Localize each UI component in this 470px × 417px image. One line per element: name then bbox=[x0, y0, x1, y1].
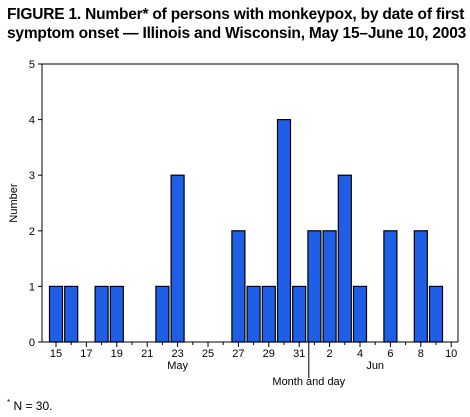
bar-may-27 bbox=[231, 230, 246, 343]
bar-may-22 bbox=[155, 285, 170, 343]
y-tick-label: 3 bbox=[29, 170, 35, 182]
bar-jun-3 bbox=[337, 174, 352, 343]
bar-may-28 bbox=[246, 285, 261, 343]
bar-jun-8 bbox=[413, 230, 428, 343]
x-tick-label: 27 bbox=[232, 348, 244, 360]
y-tick-label: 0 bbox=[29, 337, 35, 349]
x-tick-label: 23 bbox=[171, 348, 183, 360]
footnote-marker: * bbox=[7, 398, 11, 407]
x-tick-label: 17 bbox=[80, 348, 92, 360]
y-tick-label: 2 bbox=[29, 226, 35, 238]
bar-jun-1 bbox=[307, 230, 322, 343]
bar-may-29 bbox=[261, 285, 276, 343]
chart-title-line-2: symptom onset — Illinois and Wisconsin, … bbox=[7, 25, 467, 42]
bar-jun-6 bbox=[383, 230, 398, 343]
bar-may-19 bbox=[109, 285, 124, 343]
bar-jun-4 bbox=[352, 285, 368, 343]
bar-may-30 bbox=[276, 118, 292, 343]
chart-title-line-1: FIGURE 1. Number* of persons with monkey… bbox=[7, 6, 465, 23]
bar-may-16 bbox=[64, 285, 79, 343]
x-tick-label: 31 bbox=[293, 348, 305, 360]
month-label-may: May bbox=[167, 360, 188, 372]
x-axis-label: Month and day bbox=[272, 376, 345, 388]
chart-title: FIGURE 1. Number* of persons with monkey… bbox=[7, 5, 467, 43]
footnote: * N = 30. bbox=[7, 398, 52, 413]
bar-jun-2 bbox=[322, 230, 337, 343]
bar-may-31 bbox=[292, 285, 307, 343]
x-tick-label: 2 bbox=[327, 348, 333, 360]
y-axis-label: Number bbox=[8, 183, 20, 222]
x-tick-label: 19 bbox=[111, 348, 123, 360]
x-tick-label: 6 bbox=[387, 348, 393, 360]
x-tick-label: 25 bbox=[202, 348, 214, 360]
y-tick-label: 1 bbox=[29, 281, 35, 293]
footnote-text: N = 30. bbox=[10, 399, 53, 413]
bar-may-15 bbox=[48, 285, 64, 343]
month-label-jun: Jun bbox=[366, 360, 384, 372]
bar-may-18 bbox=[94, 285, 109, 343]
y-tick-label: 5 bbox=[29, 59, 35, 71]
x-tick-label: 4 bbox=[357, 348, 363, 360]
x-tick-label: 10 bbox=[445, 348, 457, 360]
bar-may-23 bbox=[170, 174, 185, 343]
x-tick-label: 29 bbox=[263, 348, 275, 360]
x-tick-label: 21 bbox=[141, 348, 153, 360]
x-tick-label: 8 bbox=[418, 348, 424, 360]
x-tick-label: 15 bbox=[50, 348, 62, 360]
y-tick-label: 4 bbox=[29, 115, 35, 127]
bar-jun-9 bbox=[428, 285, 444, 343]
